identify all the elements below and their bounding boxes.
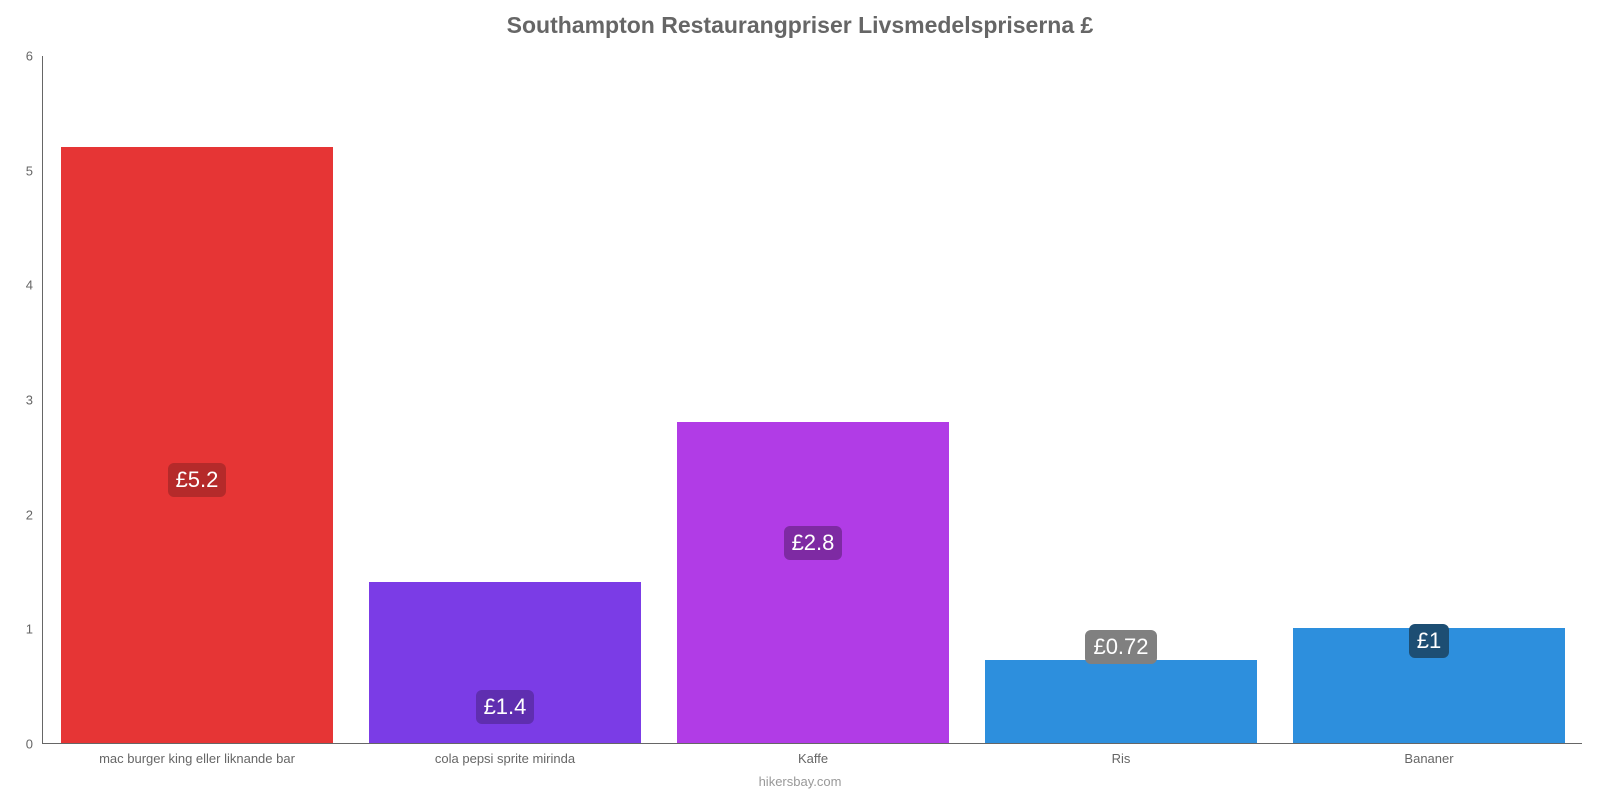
- bar: £0.72: [985, 660, 1256, 743]
- bar-value-wrapper: £1.4: [369, 690, 640, 724]
- bar-value-label: £0.72: [1085, 630, 1156, 664]
- chart-title: Southampton Restaurangpriser Livsmedelsp…: [0, 12, 1600, 39]
- y-tick-label: 3: [26, 393, 43, 408]
- y-tick-label: 0: [26, 737, 43, 752]
- bar: £5.2: [61, 147, 332, 743]
- bar-value-wrapper: £0.72: [985, 630, 1256, 664]
- x-tick-label: Ris: [1112, 743, 1131, 766]
- x-tick-label: Kaffe: [798, 743, 828, 766]
- plot-area: 0123456£5.2mac burger king eller liknand…: [42, 56, 1582, 744]
- y-tick-label: 5: [26, 163, 43, 178]
- x-tick-label: cola pepsi sprite mirinda: [435, 743, 575, 766]
- bar-value-wrapper: £5.2: [61, 463, 332, 497]
- x-tick-label: Bananer: [1404, 743, 1453, 766]
- chart-footer: hikersbay.com: [0, 774, 1600, 789]
- chart-container: Southampton Restaurangpriser Livsmedelsp…: [0, 0, 1600, 800]
- bar-value-label: £5.2: [168, 463, 227, 497]
- y-tick-label: 1: [26, 622, 43, 637]
- y-tick-label: 2: [26, 507, 43, 522]
- bar: £1: [1293, 628, 1564, 743]
- bar-value-label: £1.4: [476, 690, 535, 724]
- bar-value-wrapper: £1: [1293, 624, 1564, 658]
- y-tick-label: 4: [26, 278, 43, 293]
- y-tick-label: 6: [26, 49, 43, 64]
- bar-value-label: £1: [1409, 624, 1449, 658]
- bar: £2.8: [677, 422, 948, 743]
- x-tick-label: mac burger king eller liknande bar: [99, 743, 295, 766]
- bar-value-wrapper: £2.8: [677, 526, 948, 560]
- bar-value-label: £2.8: [784, 526, 843, 560]
- bar: £1.4: [369, 582, 640, 743]
